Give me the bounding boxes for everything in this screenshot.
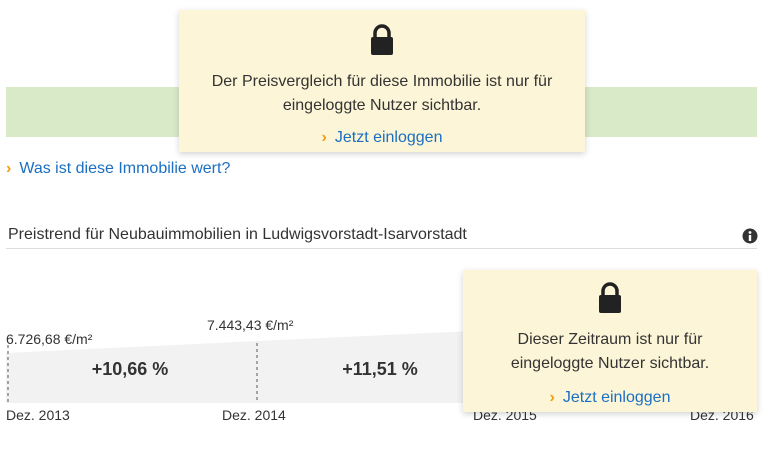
login-link-text[interactable]: Jetzt einloggen [562, 389, 671, 406]
period-overlay: Dieser Zeitraum ist nur für eingeloggte … [463, 270, 757, 412]
lock-icon [371, 24, 393, 55]
change-label: +10,66 % [91, 359, 169, 379]
trend-heading: Preistrend für Neubauimmobilien in Ludwi… [8, 226, 467, 243]
login-link[interactable]: › Jetzt einloggen [321, 129, 443, 146]
compare-overlay: Der Preisvergleich für diese Immobilie i… [179, 10, 585, 152]
date-label: Dez. 2014 [222, 407, 286, 423]
price-label: 6.726,68 €/m² [6, 331, 93, 347]
change-label: +11,51 % [342, 359, 418, 379]
overlay-message: Dieser Zeitraum ist nur für eingeloggte … [510, 331, 710, 372]
info-icon[interactable] [742, 228, 758, 244]
value-link[interactable]: › Was ist diese Immobilie wert? [6, 160, 231, 177]
divider [6, 248, 757, 249]
lock-icon [599, 282, 621, 313]
login-link-text[interactable]: Jetzt einloggen [334, 129, 443, 146]
price-label: 7.443,43 €/m² [207, 317, 294, 333]
date-label: Dez. 2013 [6, 407, 70, 423]
login-link[interactable]: › Jetzt einloggen [549, 389, 671, 406]
overlay-message: Der Preisvergleich für diese Immobilie i… [211, 73, 553, 114]
value-link-text[interactable]: Was ist diese Immobilie wert? [19, 160, 231, 177]
